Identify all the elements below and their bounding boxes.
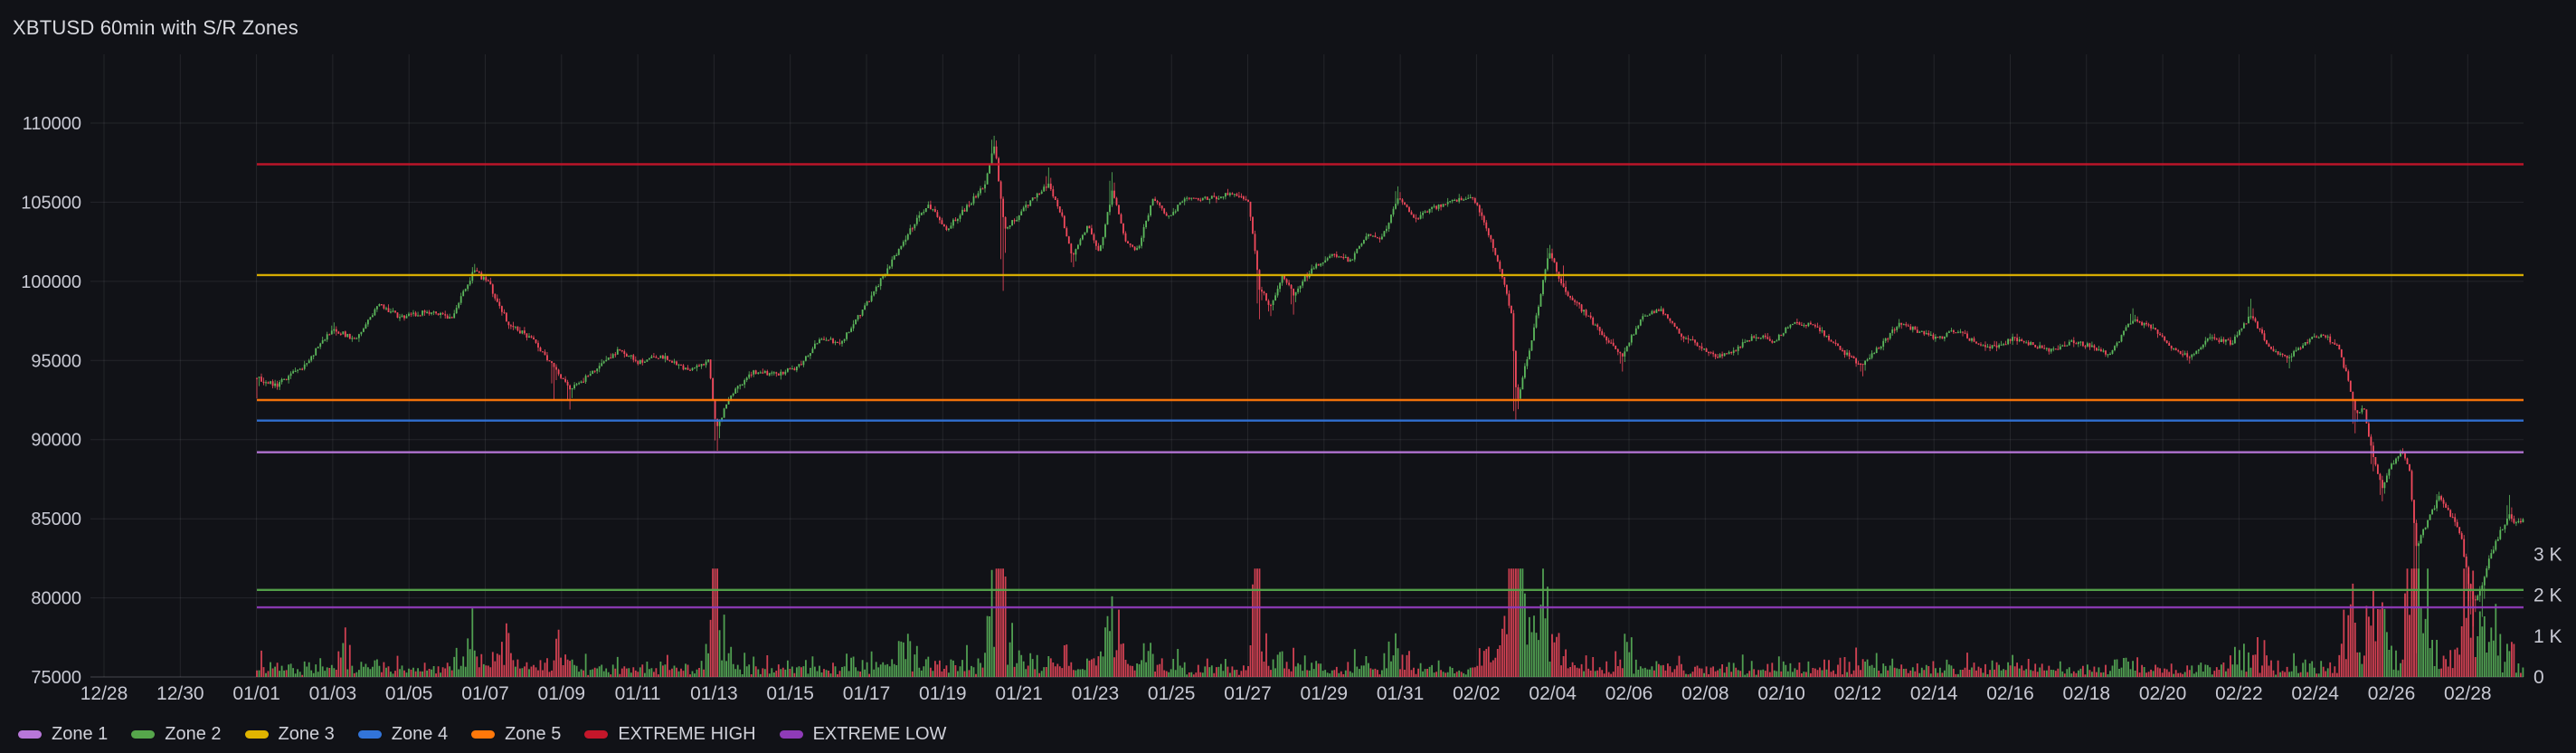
x-axis-label: 02/20	[2139, 683, 2187, 704]
legend-swatch-zone-5	[471, 729, 496, 739]
candle-wicks-down	[256, 140, 2522, 653]
x-axis-label: 12/28	[80, 683, 128, 704]
legend-item-zone-1[interactable]: Zone 1	[18, 724, 108, 745]
x-axis-label: 02/28	[2444, 683, 2492, 704]
x-axis-label: 01/29	[1301, 683, 1349, 704]
x-axis-label: 01/23	[1072, 683, 1120, 704]
y-axis-price-label: 85000	[31, 510, 81, 529]
y-axis-price-label: 80000	[31, 589, 81, 609]
y-axis-volume-label: 3 K	[2533, 544, 2562, 565]
legend-swatch-extreme-low	[779, 729, 803, 739]
legend-label: Zone 1	[52, 723, 109, 744]
x-axis-label: 02/14	[1910, 683, 1958, 704]
legend-item-extreme-low[interactable]: EXTREME LOW	[779, 723, 947, 745]
legend-swatch-zone-1	[18, 729, 42, 739]
x-axis-label: 02/24	[2291, 683, 2339, 704]
chart-legend: Zone 1 Zone 2 Zone 3 Zone 4 Zone 5 EXTREME HI…	[18, 722, 946, 746]
x-axis-label: 01/25	[1148, 683, 1196, 704]
legend-swatch-extreme-high	[584, 729, 609, 739]
x-axis-label: 01/01	[232, 683, 280, 704]
x-axis-label: 02/04	[1529, 683, 1577, 704]
y-axis-price-label: 105000	[21, 193, 81, 213]
x-axis-label: 02/10	[1757, 683, 1805, 704]
legend-swatch-zone-2	[131, 729, 156, 739]
x-axis-label: 01/11	[615, 683, 661, 704]
x-axis-label: 01/03	[309, 683, 357, 704]
legend-label: EXTREME HIGH	[618, 723, 756, 744]
volume-bars-up	[258, 568, 2524, 677]
x-axis-label: 02/08	[1681, 683, 1729, 704]
y-axis-volume-label: 2 K	[2533, 586, 2562, 606]
volume-series	[256, 568, 2524, 677]
x-axis-label: 01/15	[766, 683, 814, 704]
volume-bars-down	[256, 568, 2522, 677]
x-axis-label: 01/31	[1377, 683, 1425, 704]
x-axis-label: 02/02	[1453, 683, 1501, 704]
legend-item-zone-5[interactable]: Zone 5	[471, 724, 561, 745]
y-axis-price-label: 100000	[21, 272, 81, 292]
sr-zone-lines	[257, 163, 2524, 609]
x-axis-label: 02/12	[1834, 683, 1882, 704]
panel-title[interactable]: XBTUSD 60min with S/R Zones	[13, 16, 298, 39]
y-axis-price-label: 110000	[23, 114, 81, 134]
x-axis-label: 01/27	[1224, 683, 1272, 704]
y-axis-price-label: 95000	[31, 351, 81, 371]
legend-item-zone-3[interactable]: Zone 3	[244, 723, 335, 745]
legend-item-extreme-high[interactable]: EXTREME HIGH	[584, 723, 756, 745]
x-axis-label: 01/13	[690, 683, 738, 704]
grid: 110000 105000 100000 95000 90000 85000 80000 75…	[21, 54, 2562, 704]
legend-label: Zone 2	[165, 723, 222, 744]
candlestick-series	[256, 136, 2524, 653]
x-axis-label: 02/18	[2063, 683, 2111, 704]
y-axis-price-label: 75000	[31, 668, 81, 688]
x-axis-label: 01/07	[461, 683, 509, 704]
candle-bodies-down	[256, 146, 2522, 601]
legend-swatch-zone-4	[357, 729, 382, 739]
x-axis-label: 01/21	[995, 683, 1043, 704]
legend-label: Zone 5	[505, 723, 562, 744]
x-axis-label: 02/22	[2215, 683, 2263, 704]
y-axis-volume-label: 1 K	[2533, 626, 2562, 647]
x-axis-label: 01/09	[538, 683, 586, 704]
legend-label: EXTREME LOW	[812, 723, 947, 744]
x-axis-label: 01/17	[843, 683, 891, 704]
x-axis-label: 02/06	[1605, 683, 1653, 704]
legend-label: Zone 3	[278, 723, 335, 744]
legend-item-zone-4[interactable]: Zone 4	[357, 723, 449, 745]
x-axis-label: 02/16	[1986, 683, 2034, 704]
candle-wicks-up	[259, 136, 2524, 617]
y-axis-price-label: 90000	[31, 431, 81, 451]
y-axis-volume-label: 0	[2533, 667, 2544, 688]
legend-swatch-zone-3	[244, 729, 269, 739]
legend-label: Zone 4	[391, 723, 449, 744]
legend-item-zone-2[interactable]: Zone 2	[131, 723, 222, 745]
x-axis-label: 12/30	[156, 683, 204, 704]
x-axis-label: 02/26	[2368, 683, 2416, 704]
candle-bodies-up	[258, 146, 2524, 601]
x-axis-label: 01/19	[919, 683, 967, 704]
x-axis-label: 01/05	[385, 683, 433, 704]
